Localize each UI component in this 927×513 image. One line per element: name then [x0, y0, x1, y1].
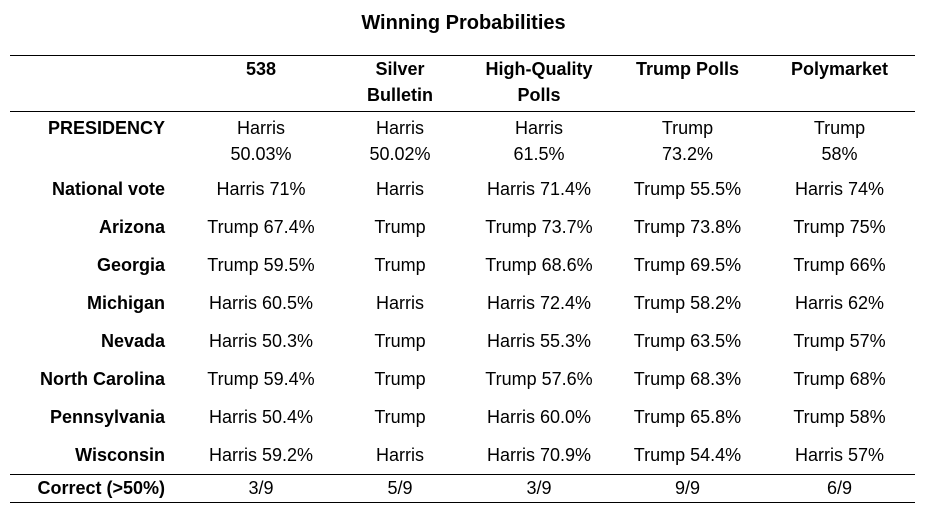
table-cell: Harris	[376, 445, 424, 465]
table-cell: Harris 50.3%	[208, 331, 314, 351]
table-cell: Harris 71%	[216, 179, 306, 199]
table-cell: Trump	[374, 217, 426, 237]
column-header: Silver Bulletin	[333, 55, 467, 112]
table-cell: Trump 73.8%	[633, 217, 742, 237]
cell-pct: 73.2%	[661, 144, 714, 164]
cell-pct: 61.5%	[513, 144, 565, 164]
table-cell: Trump 58.2%	[633, 293, 742, 313]
table-cell: Trump 68%	[793, 369, 886, 389]
row-label: PRESIDENCY	[47, 118, 165, 138]
table-cell: Trump 59.5%	[207, 255, 315, 275]
table-row: Arizona Trump 67.4% Trump Trump 73.7% Tr…	[10, 212, 915, 250]
table-cell: 3/9	[467, 474, 611, 503]
table-cell: Trump 54.4%	[633, 445, 742, 465]
row-label: North Carolina	[39, 369, 165, 389]
row-label: Michigan	[86, 293, 165, 313]
table-cell: 5/9	[333, 474, 467, 503]
table-cell: Trump	[374, 331, 426, 351]
table-cell: Harris 50.4%	[208, 407, 314, 427]
table-row: National vote Harris 71% Harris Harris 7…	[10, 174, 915, 212]
row-label: Arizona	[98, 217, 165, 237]
table-cell: Trump	[374, 255, 426, 275]
table-cell: Trump 69.5%	[633, 255, 742, 275]
table-cell: Trump 73.7%	[485, 217, 593, 237]
row-label: National vote	[51, 179, 165, 199]
table-cell: 3/9	[189, 474, 333, 503]
cell-winner: Trump	[813, 118, 866, 138]
table-title: Winning Probabilities	[361, 12, 566, 34]
table-cell: Harris 71.4%	[486, 179, 592, 199]
table-cell: Trump 67.4%	[207, 217, 315, 237]
table-cell: Harris 50.03%	[189, 112, 333, 175]
table-cell: 6/9	[764, 474, 915, 503]
column-header: High-Quality Polls	[467, 55, 611, 112]
table-cell: Trump	[374, 369, 426, 389]
column-header: 538	[189, 55, 333, 112]
column-header: Polymarket	[764, 55, 915, 112]
table-cell: Harris	[376, 179, 424, 199]
table-cell: Trump 66%	[793, 255, 886, 275]
table-cell: Harris	[376, 293, 424, 313]
cell-pct: 50.02%	[369, 144, 431, 164]
presidency-row: PRESIDENCY Harris 50.03% Harris 50.02% Har…	[10, 112, 915, 175]
row-label: Correct (>50%)	[10, 474, 189, 503]
header-row: 538 Silver Bulletin High-Quality Polls T…	[10, 55, 915, 112]
cell-winner: Harris	[515, 118, 563, 138]
table-cell: Harris 61.5%	[467, 112, 611, 175]
table-cell: Trump 68.6%	[485, 255, 593, 275]
table-cell: Harris 57%	[794, 445, 885, 465]
table-cell: Harris 74%	[794, 179, 885, 199]
table-cell: Trump 57%	[793, 331, 886, 351]
cell-pct: 58%	[821, 144, 858, 164]
table-cell: Trump 63.5%	[633, 331, 742, 351]
cell-winner: Harris	[237, 118, 285, 138]
table-row: North Carolina Trump 59.4% Trump Trump 5…	[10, 364, 915, 402]
table-cell: Harris 55.3%	[486, 331, 592, 351]
row-label: Georgia	[96, 255, 165, 275]
row-label: Nevada	[100, 331, 165, 351]
table-cell: Trump 58%	[793, 407, 886, 427]
table-cell: Harris 59.2%	[208, 445, 314, 465]
table-cell: Trump 68.3%	[633, 369, 742, 389]
table-cell: Trump 57.6%	[485, 369, 593, 389]
table-cell: Trump 58%	[764, 112, 915, 175]
column-header: Trump Polls	[611, 55, 764, 112]
table-row: Michigan Harris 60.5% Harris Harris 72.4…	[10, 288, 915, 326]
table-cell: Harris 60.5%	[208, 293, 314, 313]
table-cell: Harris 60.0%	[486, 407, 592, 427]
row-label: Pennsylvania	[49, 407, 165, 427]
table-cell: Trump	[374, 407, 426, 427]
table-cell: Harris 70.9%	[486, 445, 592, 465]
table-row: Nevada Harris 50.3% Trump Harris 55.3% T…	[10, 326, 915, 364]
footer-row: Correct (>50%) 3/9 5/9 3/9 9/9 6/9	[10, 474, 915, 503]
table-cell: Trump 59.4%	[207, 369, 315, 389]
table-cell: 9/9	[611, 474, 764, 503]
table-cell: Harris 72.4%	[486, 293, 592, 313]
table-cell: Trump 73.2%	[611, 112, 764, 175]
probabilities-table: 538 Silver Bulletin High-Quality Polls T…	[10, 55, 915, 503]
row-label: Wisconsin	[75, 445, 165, 465]
cell-winner: Harris	[376, 118, 424, 138]
table-cell: Trump 65.8%	[633, 407, 742, 427]
header-empty	[10, 55, 189, 112]
cell-pct: 50.03%	[230, 144, 292, 164]
cell-winner: Trump	[661, 118, 714, 138]
table-cell: Trump 75%	[793, 217, 886, 237]
table-row: Pennsylvania Harris 50.4% Trump Harris 6…	[10, 402, 915, 440]
table-row: Georgia Trump 59.5% Trump Trump 68.6% Tr…	[10, 250, 915, 288]
table-row: Wisconsin Harris 59.2% Harris Harris 70.…	[10, 440, 915, 475]
table-cell: Harris 62%	[794, 293, 885, 313]
table-cell: Trump 55.5%	[633, 179, 742, 199]
table-cell: Harris 50.02%	[333, 112, 467, 175]
